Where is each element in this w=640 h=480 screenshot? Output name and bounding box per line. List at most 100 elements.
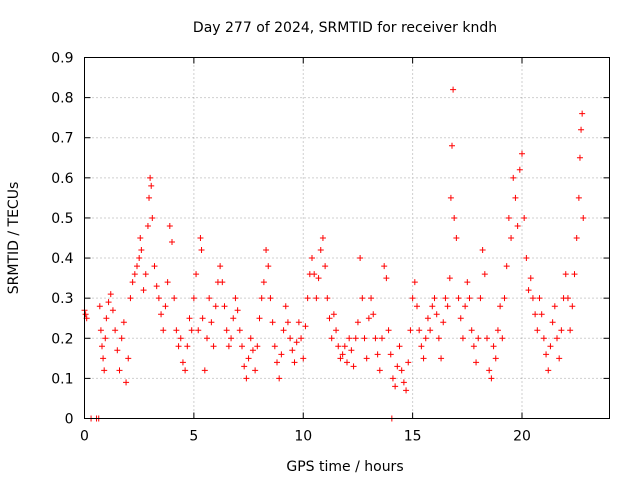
data-point [280, 327, 287, 334]
data-point [149, 214, 156, 221]
data-point [543, 351, 550, 358]
data-point [101, 367, 108, 374]
data-point [580, 214, 587, 221]
data-point [508, 235, 515, 241]
data-point [400, 379, 407, 386]
data-point [221, 303, 228, 310]
data-point [252, 367, 259, 374]
data-point [193, 271, 200, 278]
data-point [291, 359, 298, 366]
data-point [271, 343, 278, 350]
data-point [131, 271, 138, 278]
data-point [490, 343, 497, 350]
data-point [514, 222, 521, 229]
data-point [243, 375, 250, 382]
y-tick-label: 0.7 [51, 131, 73, 147]
x-tick-label: 15 [404, 429, 422, 445]
data-point [527, 275, 534, 282]
data-point [394, 363, 401, 370]
data-point [177, 335, 184, 342]
data-point [151, 263, 158, 270]
data-point [256, 315, 263, 322]
data-point [532, 311, 539, 318]
data-point [188, 327, 195, 334]
data-point [201, 367, 208, 374]
data-point [197, 235, 204, 241]
data-point [512, 194, 519, 201]
data-point [335, 343, 342, 350]
data-point [223, 327, 230, 334]
data-point [479, 247, 486, 254]
data-point [488, 375, 495, 382]
y-tick-label: 0.3 [51, 291, 73, 307]
data-point [317, 247, 324, 254]
data-point [341, 343, 348, 350]
data-point [372, 335, 379, 342]
data-point [449, 142, 455, 149]
data-point [459, 335, 466, 342]
data-point [446, 275, 453, 282]
data-point [545, 367, 552, 374]
data-point [210, 343, 217, 350]
data-point [199, 315, 206, 322]
data-point [234, 307, 241, 314]
data-point [282, 303, 289, 310]
data-point [424, 315, 431, 322]
data-point [470, 343, 477, 350]
data-point [464, 279, 471, 286]
data-point [359, 295, 366, 302]
data-point [497, 303, 504, 310]
data-point [142, 271, 149, 278]
data-point [420, 355, 427, 362]
data-point [392, 383, 399, 390]
data-point [573, 235, 580, 241]
data-point [403, 387, 410, 394]
data-point [510, 174, 517, 181]
x-tick-label: 0 [80, 429, 89, 445]
data-point [269, 319, 276, 326]
data-point [195, 327, 202, 334]
x-tick-label: 5 [189, 429, 198, 445]
data-point [118, 335, 125, 342]
data-point [344, 359, 350, 366]
data-point [398, 367, 405, 374]
data-point [99, 343, 105, 350]
data-points [81, 86, 587, 422]
data-point [245, 355, 252, 362]
data-point [567, 327, 574, 334]
data-point [171, 295, 178, 302]
data-point [447, 194, 454, 201]
y-tick-label: 0 [65, 412, 74, 428]
data-point [431, 295, 438, 302]
data-point [481, 271, 488, 278]
data-point [289, 347, 296, 354]
data-point [549, 319, 556, 326]
data-point [357, 255, 364, 262]
data-point [140, 287, 147, 294]
data-point [204, 335, 210, 342]
data-point [468, 327, 475, 334]
data-point [298, 335, 305, 342]
data-point [164, 279, 171, 286]
data-point [162, 303, 169, 310]
data-point [284, 319, 291, 326]
data-point [348, 347, 355, 354]
data-point [352, 335, 359, 342]
data-point [569, 303, 576, 310]
data-point [97, 327, 104, 334]
data-point [554, 335, 560, 342]
data-point [258, 295, 265, 302]
data-point [219, 279, 226, 286]
data-point [383, 275, 390, 282]
y-tick-label: 0.4 [51, 251, 73, 267]
data-point [107, 291, 114, 298]
data-point [416, 327, 423, 334]
y-axis-label: SRMTID / TECUs [6, 182, 22, 295]
data-point [300, 355, 307, 362]
data-point [396, 343, 403, 350]
data-point [208, 319, 215, 326]
data-point [82, 311, 89, 318]
data-point [287, 335, 294, 342]
data-point [169, 239, 175, 246]
data-point [354, 319, 361, 326]
